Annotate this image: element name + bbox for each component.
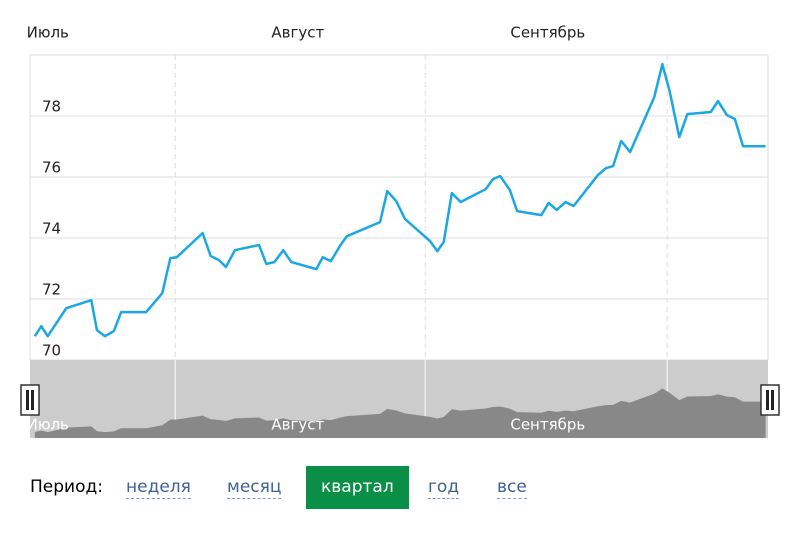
y-tick-label: 74 xyxy=(42,220,61,238)
period-button[interactable]: год xyxy=(428,477,460,499)
y-tick-label: 76 xyxy=(42,159,61,177)
period-button-active[interactable]: квартал xyxy=(306,466,409,509)
period-button[interactable]: неделя xyxy=(126,477,191,499)
y-tick-label: 70 xyxy=(42,342,61,360)
navigator-area xyxy=(34,388,766,438)
navigator-label: Июль xyxy=(27,416,69,434)
handle-grip xyxy=(771,390,774,410)
navigator-handle[interactable] xyxy=(760,384,780,416)
x-tick-label: Август xyxy=(271,24,324,42)
period-button[interactable]: все xyxy=(497,477,527,499)
period-button[interactable]: месяц xyxy=(227,477,282,499)
y-tick-label: 72 xyxy=(42,281,61,299)
navigator-handle[interactable] xyxy=(20,384,40,416)
y-tick-label: 78 xyxy=(42,98,61,116)
navigator-label: Август xyxy=(271,416,324,434)
x-tick-label: Сентябрь xyxy=(510,24,585,42)
x-tick-label: Июль xyxy=(27,24,69,42)
handle-grip xyxy=(31,390,34,410)
period-label: Период: xyxy=(30,477,103,497)
line xyxy=(33,62,766,338)
navigator-label: Сентябрь xyxy=(510,416,585,434)
handle-grip xyxy=(766,390,769,410)
handle-grip xyxy=(26,390,29,410)
